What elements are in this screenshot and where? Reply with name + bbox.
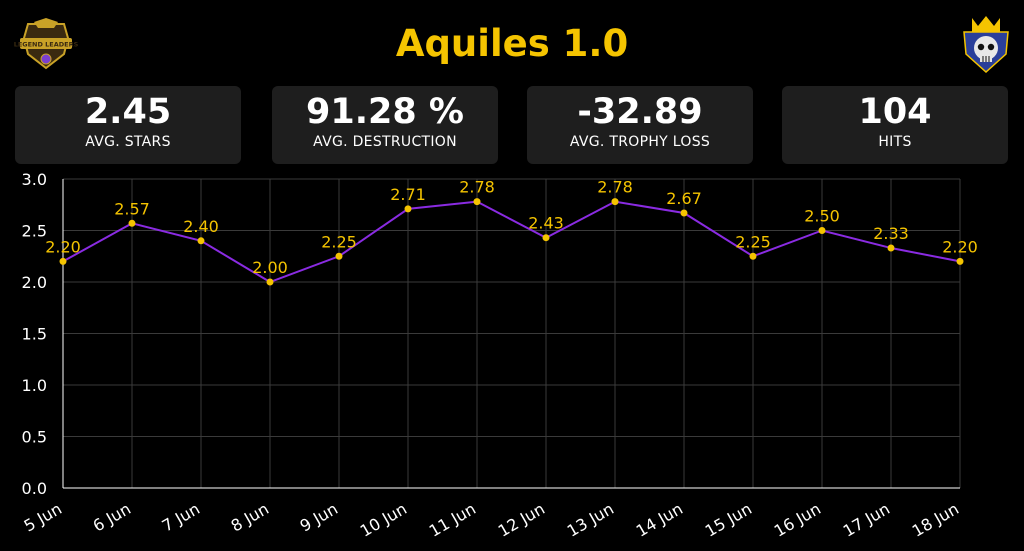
data-point bbox=[335, 252, 343, 260]
legend-leaders-shield-icon: LEGEND LEADERS bbox=[14, 18, 79, 70]
y-tick-label: 3.0 bbox=[22, 170, 47, 189]
stat-label: HITS bbox=[878, 134, 912, 150]
stat-label: AVG. DESTRUCTION bbox=[313, 134, 457, 150]
stat-value: 2.45 bbox=[84, 92, 172, 132]
y-tick-label: 2.5 bbox=[22, 222, 47, 241]
stat-value: 91.28 % bbox=[306, 92, 464, 132]
x-tick-label: 13 Jun bbox=[564, 499, 617, 541]
data-label: 2.50 bbox=[804, 207, 840, 226]
stat-value: 104 bbox=[858, 92, 932, 132]
legend-leaders-logo: LEGEND LEADERS bbox=[14, 16, 79, 72]
logo-text: LEGEND LEADERS bbox=[14, 41, 78, 49]
stat-card-destruction: 91.28 % AVG. DESTRUCTION bbox=[272, 86, 498, 164]
x-tick-label: 15 Jun bbox=[702, 499, 755, 541]
x-tick-label: 14 Jun bbox=[633, 499, 686, 541]
data-label: 2.20 bbox=[45, 237, 81, 256]
data-label: 2.67 bbox=[666, 189, 702, 208]
data-point bbox=[473, 198, 481, 206]
y-tick-label: 2.0 bbox=[22, 273, 47, 292]
y-tick-label: 0.5 bbox=[22, 428, 47, 447]
y-tick-label: 1.5 bbox=[22, 325, 47, 344]
data-label: 2.25 bbox=[321, 232, 357, 251]
data-label: 2.00 bbox=[252, 258, 288, 277]
skull-clan-logo bbox=[958, 14, 1014, 76]
data-point bbox=[956, 257, 964, 265]
x-tick-label: 7 Jun bbox=[159, 499, 203, 536]
data-point bbox=[887, 244, 895, 252]
x-tick-label: 8 Jun bbox=[228, 499, 272, 536]
data-point bbox=[128, 219, 136, 227]
data-point bbox=[749, 252, 757, 260]
data-point bbox=[542, 234, 550, 242]
page-title: Aquiles 1.0 bbox=[395, 22, 629, 65]
x-tick-label: 12 Jun bbox=[495, 499, 548, 541]
line-chart: 0.0 0.5 1.0 1.5 2.0 2.5 3.0 5 Jun 6 Jun 7 Jun 8 Ju… bbox=[21, 170, 978, 541]
x-tick-label: 11 Jun bbox=[426, 499, 479, 541]
data-label: 2.33 bbox=[873, 224, 909, 243]
stat-label: AVG. TROPHY LOSS bbox=[569, 134, 711, 150]
x-tick-label: 6 Jun bbox=[90, 499, 134, 536]
data-label: 2.78 bbox=[597, 178, 633, 197]
x-tick-label: 5 Jun bbox=[21, 499, 65, 536]
data-point bbox=[59, 257, 67, 265]
data-label: 2.40 bbox=[183, 217, 219, 236]
stat-label: AVG. STARS bbox=[85, 134, 171, 150]
x-tick-label: 17 Jun bbox=[840, 499, 893, 541]
y-tick-label: 0.0 bbox=[22, 479, 47, 498]
data-point bbox=[404, 205, 412, 213]
data-point bbox=[197, 237, 205, 245]
data-label: 2.43 bbox=[528, 214, 564, 233]
stat-card-trophy-loss: -32.89 AVG. TROPHY LOSS bbox=[527, 86, 753, 164]
stat-value: -32.89 bbox=[577, 92, 703, 132]
stat-card-stars: 2.45 AVG. STARS bbox=[15, 86, 241, 164]
data-label: 2.71 bbox=[390, 185, 426, 204]
data-label: 2.20 bbox=[942, 237, 978, 256]
y-tick-label: 1.0 bbox=[22, 376, 47, 395]
x-tick-label: 10 Jun bbox=[357, 499, 410, 541]
x-tick-label: 18 Jun bbox=[909, 499, 962, 541]
data-label: 2.78 bbox=[459, 178, 495, 197]
data-point bbox=[266, 278, 274, 286]
data-point bbox=[680, 209, 688, 217]
crowned-skull-shield-icon bbox=[963, 16, 1009, 74]
x-tick-label: 9 Jun bbox=[297, 499, 341, 536]
data-point bbox=[611, 198, 619, 206]
data-label: 2.25 bbox=[735, 232, 771, 251]
series-line bbox=[62, 200, 961, 284]
stat-card-hits: 104 HITS bbox=[782, 86, 1008, 164]
x-tick-label: 16 Jun bbox=[771, 499, 824, 541]
data-point bbox=[818, 227, 826, 234]
data-label: 2.57 bbox=[114, 199, 150, 218]
